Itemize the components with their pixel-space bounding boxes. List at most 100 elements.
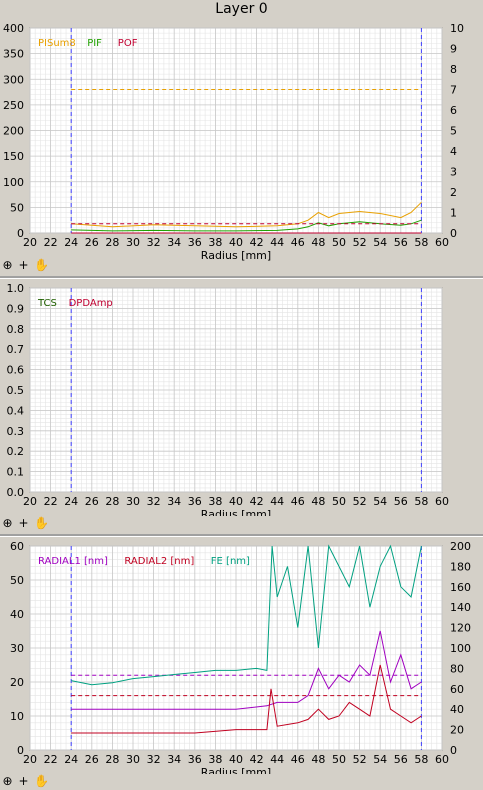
x-tick-label: 32 [147,236,161,249]
crosshair-icon[interactable]: + [18,774,29,788]
y2-tick-label: 6 [450,104,457,117]
y-tick-label: 0.5 [7,384,25,397]
x-tick-label: 48 [311,495,325,508]
x-tick-label: 48 [311,236,325,249]
chart-title: Layer 0 [215,1,268,17]
x-tick-label: 34 [167,236,181,249]
legend-item: TCS [37,298,57,309]
x-tick-label: 48 [311,753,325,766]
x-tick-label: 20 [23,495,37,508]
y-tick-label: 50 [10,201,24,214]
x-tick-label: 28 [105,495,119,508]
x-tick-label: 46 [291,753,305,766]
zoom-icon[interactable]: ⊕ [2,516,13,530]
legend-item: POF [118,38,138,49]
y2-tick-label: 20 [450,724,464,737]
x-tick-label: 34 [167,495,181,508]
y2-tick-label: 180 [450,560,471,573]
x-axis-label: Radius [mm] [201,766,271,774]
x-tick-label: 26 [85,495,99,508]
x-tick-label: 42 [250,495,264,508]
x-tick-label: 50 [332,495,346,508]
x-tick-label: 44 [270,495,284,508]
y-tick-label: 1.0 [7,282,25,295]
series-line [71,630,422,710]
x-tick-label: 32 [147,495,161,508]
y2-tick-label: 1 [450,207,457,220]
legend-item: DPDAmp [69,298,113,309]
x-tick-label: 42 [250,753,264,766]
zoom-icon[interactable]: ⊕ [2,258,13,272]
x-tick-label: 24 [64,495,78,508]
y-tick-label: 350 [3,48,24,61]
y-tick-label: 300 [3,73,24,86]
legend-item: RADIAL1 [nm] [38,556,108,567]
y-tick-label: 30 [10,642,24,655]
x-tick-label: 56 [394,236,408,249]
y2-tick-label: 0 [450,227,457,240]
y-tick-label: 0.8 [7,323,25,336]
y2-tick-label: 60 [450,683,464,696]
y2-tick-label: 200 [450,540,471,553]
y2-tick-label: 9 [450,43,457,56]
x-tick-label: 46 [291,495,305,508]
y2-tick-label: 3 [450,166,457,179]
x-tick-label: 26 [85,236,99,249]
x-tick-label: 60 [435,495,449,508]
x-tick-label: 60 [435,753,449,766]
x-axis-label: Radius [mm] [201,249,271,262]
hand-icon[interactable]: ✋ [34,516,49,530]
x-tick-label: 30 [126,236,140,249]
y2-tick-label: 8 [450,63,457,76]
x-tick-label: 60 [435,236,449,249]
y2-tick-label: 120 [450,622,471,635]
y-tick-label: 100 [3,176,24,189]
y-tick-label: 250 [3,99,24,112]
y-tick-label: 0 [17,227,24,240]
x-tick-label: 22 [44,753,58,766]
chart-pickup: 20 22 24 26 28 30 32 34 36 38 40 42 44 46 48 50 52 54 56 58… [3,22,464,262]
x-tick-label: 22 [44,495,58,508]
x-tick-label: 38 [208,495,222,508]
series-line [71,664,422,734]
x-tick-label: 34 [167,753,181,766]
y-tick-label: 0.3 [7,425,25,438]
y-tick-label: 0.4 [7,404,25,417]
y2-tick-label: 4 [450,145,457,158]
x-tick-label: 44 [270,753,284,766]
x-tick-label: 52 [353,753,367,766]
x-tick-label: 40 [229,753,243,766]
x-tick-label: 58 [414,753,428,766]
x-tick-label: 50 [332,236,346,249]
chart-radial: 20 22 24 26 28 30 32 34 36 38 40 42 44 46 48 50 52 54 56 58… [10,540,471,774]
chart-toolbar: ⊕ + ✋ [0,516,60,532]
chart-toolbar: ⊕ + ✋ [0,258,60,274]
y-tick-label: 0.7 [7,343,25,356]
x-tick-label: 26 [85,753,99,766]
x-tick-label: 58 [414,495,428,508]
y-tick-label: 0.1 [7,466,25,479]
hand-icon[interactable]: ✋ [34,774,49,788]
series-line [71,219,422,232]
y2-tick-label: 2 [450,186,457,199]
y2-tick-label: 7 [450,84,457,97]
x-tick-label: 24 [64,753,78,766]
x-tick-label: 42 [250,236,264,249]
y-tick-label: 40 [10,608,24,621]
y-tick-label: 0.0 [7,486,25,499]
y2-tick-label: 10 [450,22,464,35]
y-tick-label: 10 [10,710,24,723]
y-tick-label: 0 [17,744,24,757]
x-tick-label: 50 [332,753,346,766]
series-line [71,201,422,228]
y-tick-label: 0.2 [7,445,25,458]
crosshair-icon[interactable]: + [18,258,29,272]
zoom-icon[interactable]: ⊕ [2,774,13,788]
crosshair-icon[interactable]: + [18,516,29,530]
hand-icon[interactable]: ✋ [34,258,49,272]
legend-item: PISum8 [38,38,76,49]
y-tick-label: 20 [10,676,24,689]
y-tick-label: 200 [3,125,24,138]
x-tick-label: 20 [23,753,37,766]
legend-item: PIF [87,38,102,49]
